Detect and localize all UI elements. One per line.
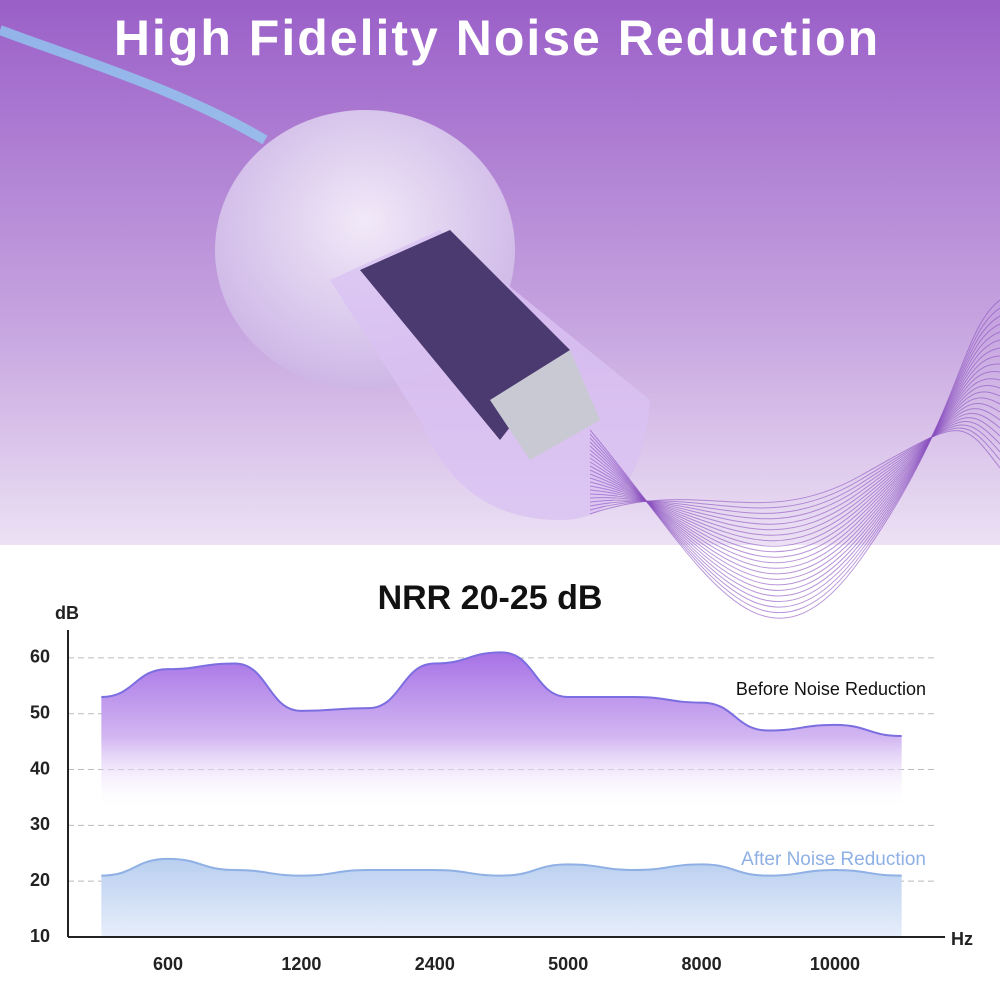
wave-line [589,331,1000,597]
earplug [215,110,650,520]
x-tick-label: 1200 [281,954,321,974]
y-axis-label: dB [55,603,79,623]
wave-line [589,363,1000,575]
wave-line [589,371,1000,569]
area-fill [101,858,902,937]
y-tick-label: 50 [30,702,50,722]
wave-line [589,408,1000,536]
x-axis-label: Hz [951,929,973,949]
wave-line [589,307,1000,613]
x-tick-label: 600 [153,954,183,974]
y-tick-label: 60 [30,647,50,667]
wave-line [589,347,1000,586]
x-tick-label: 2400 [415,954,455,974]
area-line [101,651,902,738]
wave-line [589,427,1000,511]
x-tick-label: 10000 [810,954,860,974]
wave-line [589,355,1000,580]
sound-waves [589,299,1000,619]
x-tick-label: 8000 [682,954,722,974]
wave-line [589,385,1000,558]
earplug-ring [490,350,600,460]
series-label: After Noise Reduction [741,849,926,870]
wave-line [589,403,1000,542]
wave-line [589,417,1000,525]
wave-line [589,323,1000,602]
area-line [101,857,902,877]
y-tick-label: 40 [30,758,50,778]
wave-line [589,424,1000,514]
y-tick-label: 30 [30,814,50,834]
wave-line [589,412,1000,531]
headline: High Fidelity Noise Reduction [114,10,880,66]
area-fill [101,652,902,810]
wave-line [589,378,1000,564]
wave-line [589,430,1000,515]
wave-line [589,315,1000,608]
wave-line [589,299,1000,619]
series-label: Before Noise Reduction [736,679,926,699]
chart-title: NRR 20-25 dB [378,579,603,617]
wave-line [589,391,1000,553]
wave-line [589,421,1000,520]
wave-line [589,397,1000,547]
plot: 10 20 30 40 50 60 600 1200 2400 5000 8000 10000 Befo… [30,630,945,974]
wave-line [589,339,1000,591]
air-stream [0,25,268,145]
x-tick-label: 5000 [548,954,588,974]
y-tick-label: 10 [30,926,50,946]
y-tick-label: 20 [30,870,50,890]
